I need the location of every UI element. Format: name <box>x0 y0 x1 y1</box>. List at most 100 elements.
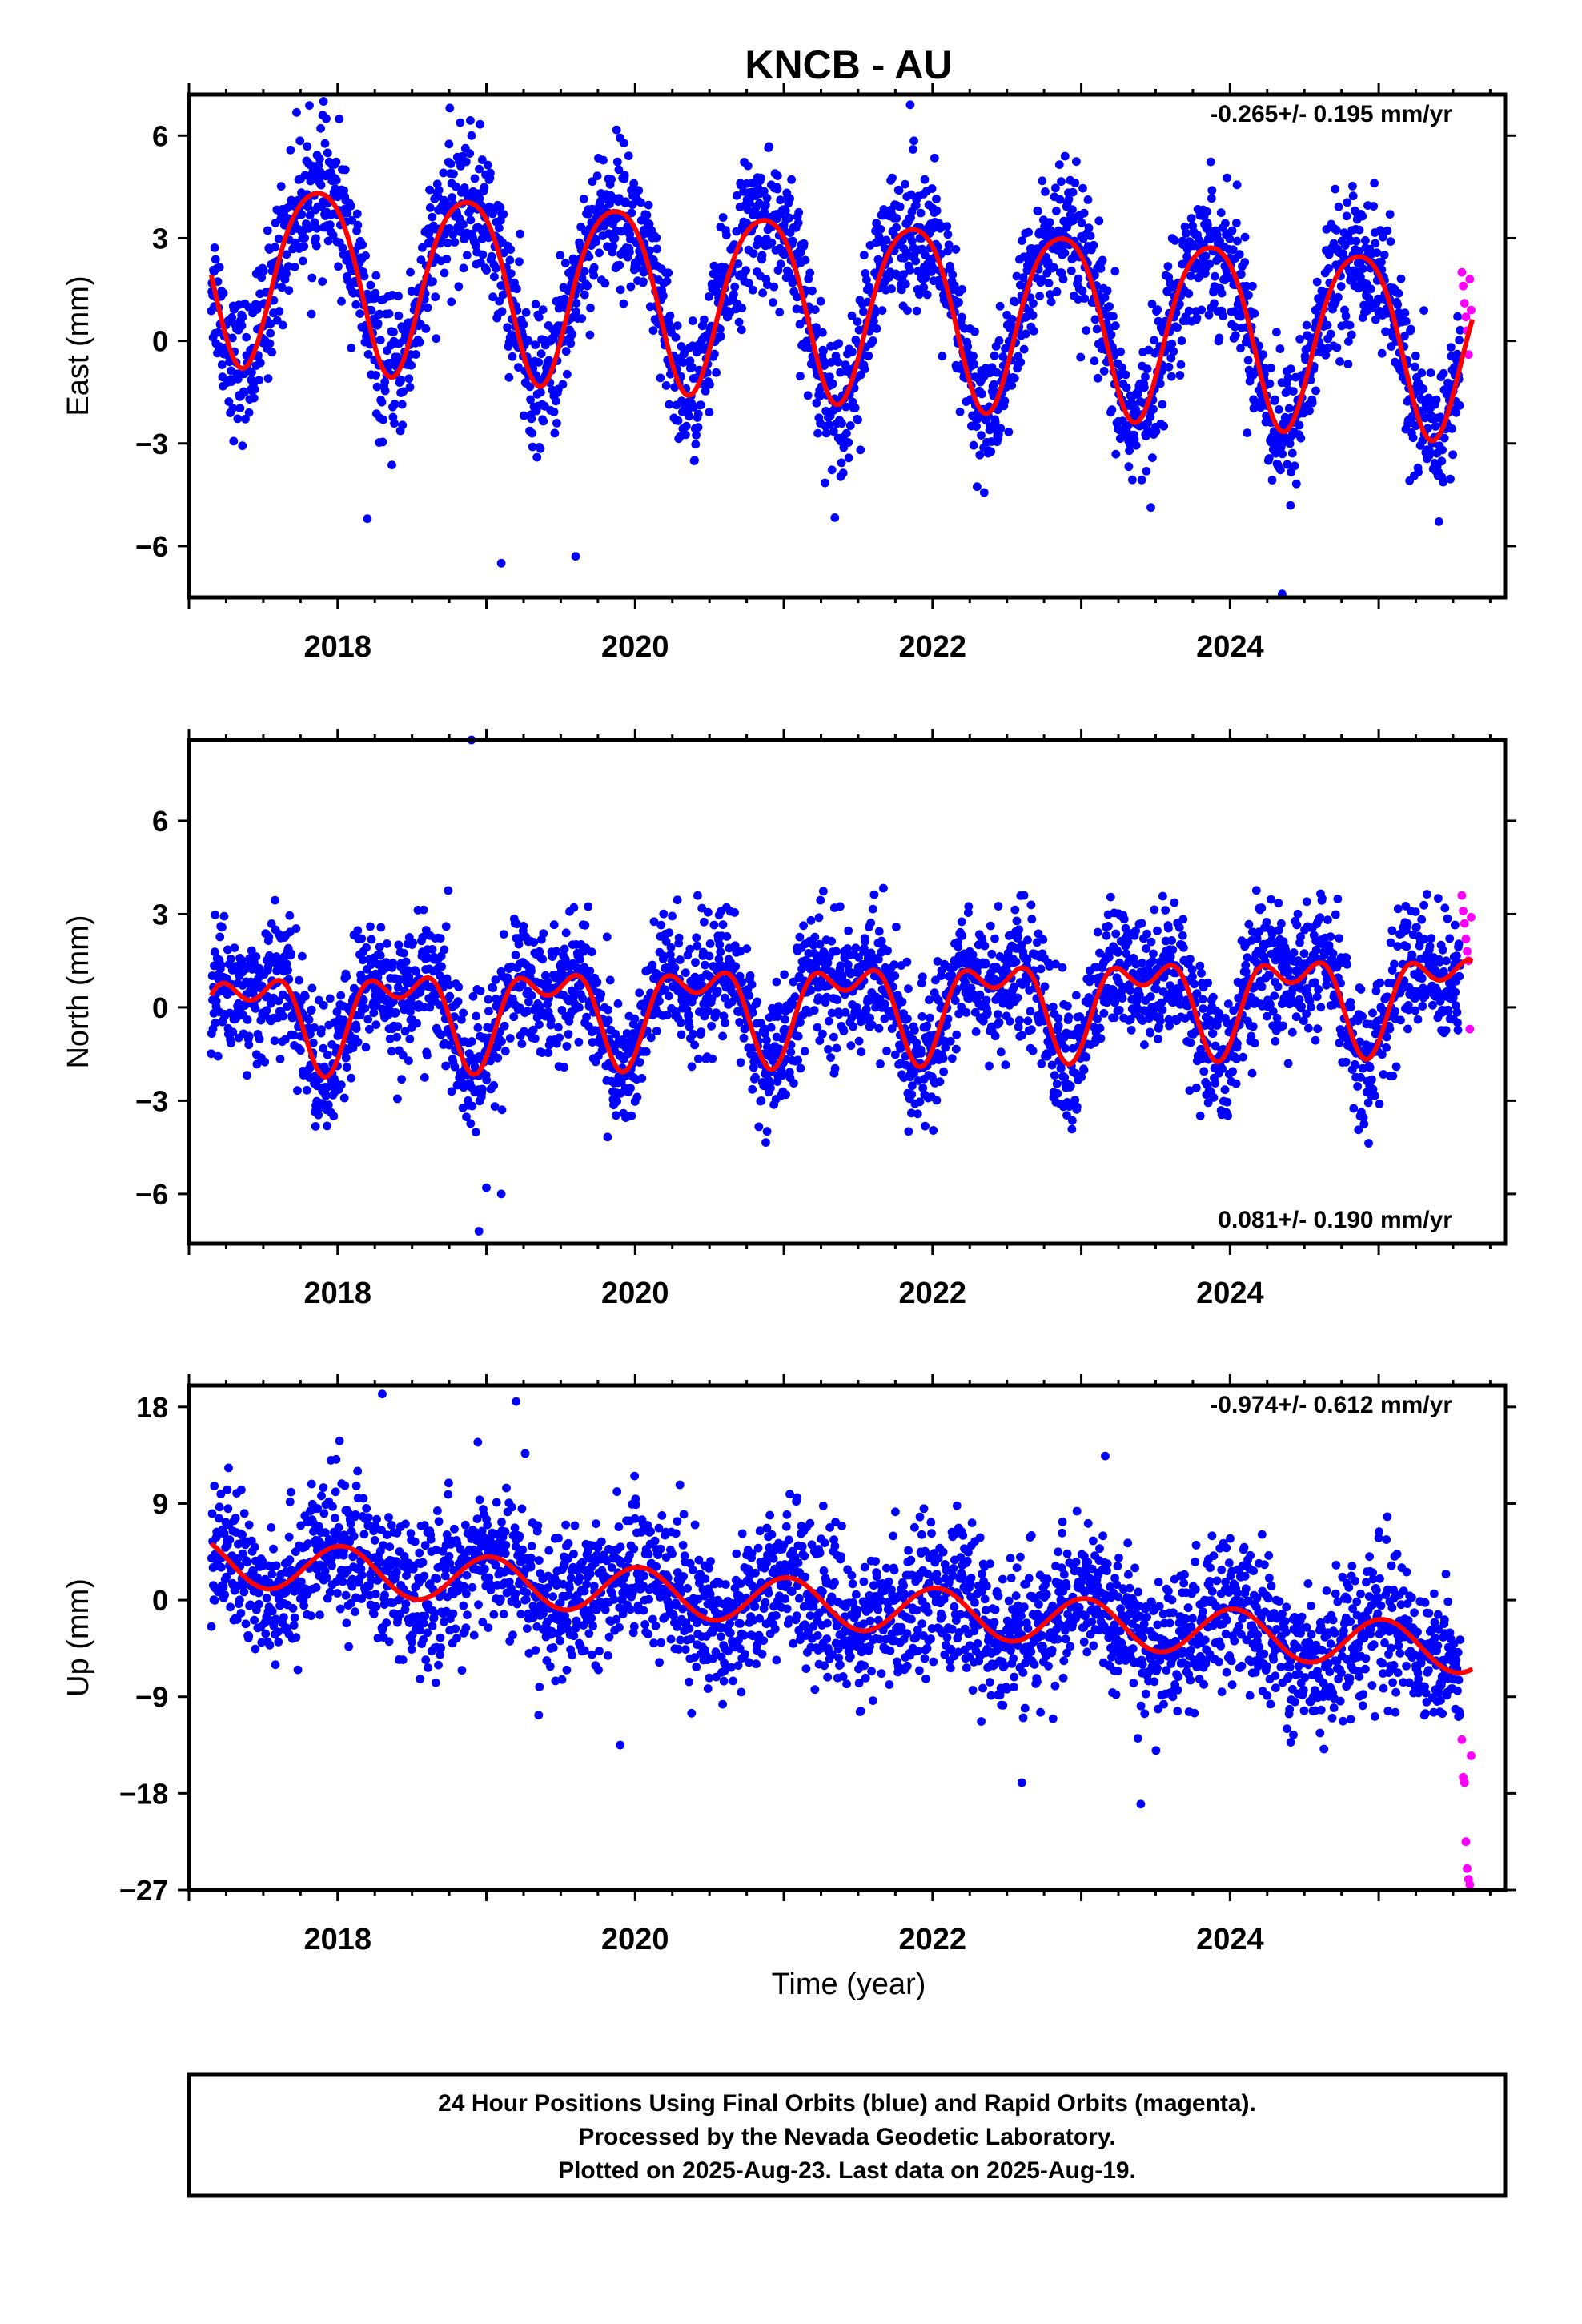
final-point <box>348 1043 358 1052</box>
final-point <box>944 240 954 250</box>
final-point <box>387 1047 396 1056</box>
final-point <box>604 1015 613 1025</box>
final-point <box>712 1008 721 1017</box>
final-point <box>1164 362 1174 372</box>
final-point <box>659 291 668 300</box>
final-point <box>665 311 675 320</box>
final-point <box>480 183 489 192</box>
final-point <box>1370 179 1379 188</box>
final-point <box>560 944 569 954</box>
final-point <box>1355 225 1364 235</box>
final-point <box>1448 450 1457 460</box>
final-point <box>688 363 697 372</box>
final-point <box>874 927 884 936</box>
final-point <box>300 233 309 243</box>
final-point <box>1078 286 1087 296</box>
final-point <box>689 1029 697 1039</box>
final-point <box>539 929 548 938</box>
final-point <box>828 379 837 388</box>
final-point <box>222 974 231 983</box>
final-point <box>854 325 864 335</box>
final-point <box>1446 474 1455 484</box>
final-point <box>685 412 694 421</box>
final-point <box>741 266 750 275</box>
final-point <box>517 980 527 990</box>
final-point <box>588 177 597 187</box>
final-point <box>339 1093 349 1103</box>
final-point <box>299 256 307 266</box>
final-point <box>648 326 658 335</box>
final-point <box>572 299 581 308</box>
final-point <box>793 1055 802 1065</box>
final-point <box>515 257 524 267</box>
final-point <box>814 993 823 1003</box>
final-point <box>571 552 580 561</box>
final-point <box>907 1090 917 1099</box>
final-point <box>217 360 227 369</box>
final-point <box>1083 195 1093 204</box>
final-point <box>267 348 277 357</box>
final-point <box>428 945 437 954</box>
final-point <box>259 266 268 275</box>
final-point <box>306 1030 315 1039</box>
final-point <box>436 951 446 961</box>
final-point <box>793 218 803 227</box>
final-point <box>476 119 484 129</box>
final-point <box>1271 448 1280 458</box>
final-point <box>497 307 507 316</box>
final-point <box>1094 216 1104 226</box>
final-point <box>1141 372 1150 381</box>
figure-title: KNCB - AU <box>745 42 952 87</box>
final-point <box>833 357 843 367</box>
final-point <box>981 959 990 969</box>
final-point <box>1046 290 1054 299</box>
final-point <box>745 279 753 288</box>
final-point <box>467 131 476 140</box>
final-point <box>392 1032 401 1042</box>
final-point <box>503 323 512 332</box>
final-point <box>845 421 855 430</box>
final-point <box>232 1013 241 1023</box>
final-point <box>1155 379 1165 388</box>
final-point <box>1419 306 1428 315</box>
final-point <box>705 939 715 948</box>
final-point <box>275 1055 285 1063</box>
final-point <box>870 308 880 318</box>
final-point <box>748 285 757 295</box>
final-point <box>621 197 630 207</box>
final-point <box>819 346 828 356</box>
final-point <box>1090 315 1100 324</box>
final-point <box>468 1101 477 1111</box>
final-point <box>378 437 387 447</box>
final-point <box>338 243 347 252</box>
final-point <box>1295 335 1304 344</box>
final-point <box>917 979 926 988</box>
final-point <box>1077 219 1086 227</box>
final-point <box>1010 905 1020 915</box>
final-point <box>850 403 860 412</box>
final-point <box>911 256 921 266</box>
final-point <box>520 411 528 420</box>
final-point <box>1345 320 1355 330</box>
final-point <box>803 391 813 400</box>
final-point <box>1052 1079 1062 1088</box>
final-point <box>1371 315 1380 324</box>
rapid-point <box>1465 275 1475 284</box>
final-point <box>970 1007 980 1017</box>
final-point <box>314 161 323 170</box>
final-point <box>347 344 356 352</box>
final-point <box>749 249 758 259</box>
final-point <box>1295 420 1304 430</box>
final-point <box>287 949 295 959</box>
final-point <box>869 904 877 914</box>
final-point <box>1093 373 1102 383</box>
final-point <box>465 149 475 159</box>
final-point <box>499 210 508 219</box>
final-point <box>1163 262 1173 271</box>
final-point <box>1326 329 1335 339</box>
final-point <box>379 415 388 424</box>
final-point <box>468 991 478 1001</box>
final-point <box>1066 266 1076 275</box>
final-point <box>1394 288 1403 298</box>
final-point <box>270 1036 279 1046</box>
